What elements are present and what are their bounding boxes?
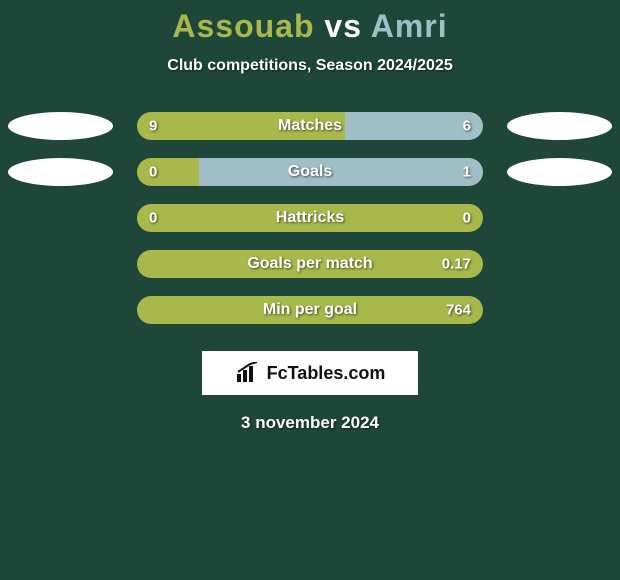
stat-row: 9 6 Matches — [0, 103, 620, 149]
stat-value-player2: 6 — [463, 118, 471, 135]
stat-row: 0.17 Goals per match — [0, 241, 620, 287]
page-title: Assouab vs Amri — [0, 8, 620, 45]
stat-label: Matches — [278, 117, 342, 135]
stat-value-player2: 0 — [463, 210, 471, 227]
logo-text: FcTables.com — [267, 363, 386, 384]
player2-marker — [507, 158, 612, 186]
player1-marker — [8, 112, 113, 140]
subtitle: Club competitions, Season 2024/2025 — [0, 57, 620, 75]
stat-bar: 0 0 Hattricks — [137, 204, 483, 232]
player1-marker — [8, 158, 113, 186]
stat-value-player2: 1 — [463, 164, 471, 181]
stats-list: 9 6 Matches 0 1 Goals 0 0 Hattricks 0.17 Goals per… — [0, 103, 620, 333]
stat-row: 0 0 Hattricks — [0, 195, 620, 241]
title-player2: Amri — [371, 8, 448, 44]
bar-segment-player2 — [199, 158, 483, 186]
comparison-infographic: Assouab vs Amri Club competitions, Seaso… — [0, 0, 620, 433]
title-vs: vs — [324, 8, 362, 44]
stat-bar: 9 6 Matches — [137, 112, 483, 140]
stat-label: Min per goal — [263, 301, 357, 319]
date-label: 3 november 2024 — [0, 413, 620, 433]
stat-label: Hattricks — [276, 209, 344, 227]
stat-value-player1: 0 — [149, 164, 157, 181]
stat-value-player2: 764 — [446, 302, 471, 319]
source-logo: FcTables.com — [202, 351, 418, 395]
stat-row: 764 Min per goal — [0, 287, 620, 333]
title-player1: Assouab — [172, 8, 314, 44]
stat-label: Goals — [288, 163, 332, 181]
stat-value-player1: 0 — [149, 210, 157, 227]
stat-bar: 0.17 Goals per match — [137, 250, 483, 278]
player2-marker — [507, 112, 612, 140]
stat-value-player1: 9 — [149, 118, 157, 135]
stat-value-player2: 0.17 — [442, 256, 471, 273]
bar-segment-player1 — [137, 158, 199, 186]
stat-bar: 764 Min per goal — [137, 296, 483, 324]
stat-label: Goals per match — [247, 255, 372, 273]
stat-bar: 0 1 Goals — [137, 158, 483, 186]
stat-row: 0 1 Goals — [0, 149, 620, 195]
chart-icon — [235, 362, 261, 384]
